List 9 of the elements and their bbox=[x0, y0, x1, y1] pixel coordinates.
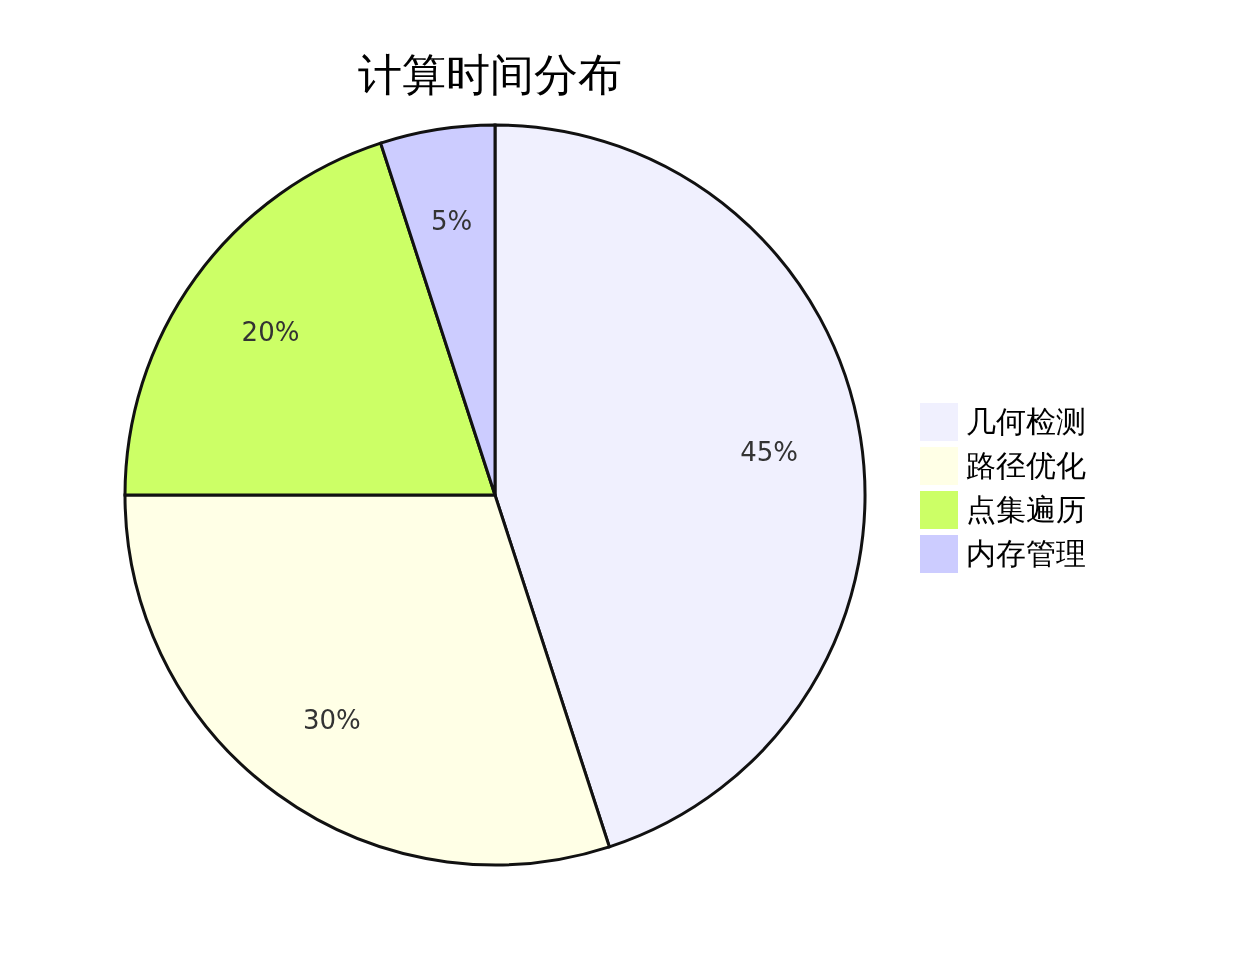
legend-label: 内存管理 bbox=[966, 534, 1086, 573]
data-label: 5% bbox=[430, 205, 473, 236]
data-label: 30% bbox=[302, 704, 361, 735]
data-label: 20% bbox=[241, 316, 300, 347]
data-label: 45% bbox=[740, 436, 798, 467]
legend-label: 点集遍历 bbox=[966, 490, 1086, 529]
chart-title: 计算时间分布 bbox=[357, 48, 623, 102]
legend-label: 路径优化 bbox=[966, 446, 1086, 485]
slice-label: 几何检测 bbox=[966, 402, 1086, 441]
